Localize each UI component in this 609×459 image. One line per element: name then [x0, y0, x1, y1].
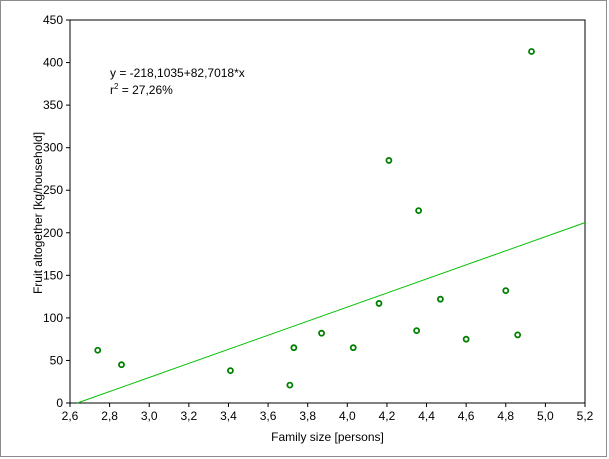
y-tick-label: 400: [43, 56, 63, 70]
x-tick-label: 3,4: [220, 409, 237, 423]
data-point: [415, 207, 423, 215]
y-axis-title: Fruit altogether [kg/household]: [31, 132, 45, 294]
data-point: [290, 344, 298, 352]
plot-area: [69, 19, 586, 404]
x-tick-label: 3,8: [299, 409, 316, 423]
y-tick-label: 250: [43, 183, 63, 197]
x-tick-label: 4,0: [339, 409, 356, 423]
x-axis: 2,6 2,8 3,0 3,2 3,4 3,6 3,8 4,0 4,2 4,4 4,6 4,8 5,0 5…: [62, 403, 594, 423]
x-axis-title: Family size [persons]: [271, 430, 384, 444]
data-point: [462, 335, 470, 343]
y-tick-label: 350: [43, 98, 63, 112]
x-tick-label: 2,8: [101, 409, 118, 423]
x-tick-label: 3,0: [141, 409, 158, 423]
x-tick-label: 4,8: [497, 409, 514, 423]
data-point: [227, 367, 234, 375]
data-point: [118, 361, 125, 369]
data-point: [502, 287, 510, 295]
data-point: [413, 327, 421, 335]
regression-line: [77, 222, 586, 404]
x-tick-label: 4,2: [379, 409, 396, 423]
x-tick-label: 4,6: [458, 409, 475, 423]
x-tick-label: 3,2: [181, 409, 198, 423]
y-tick-label: 50: [50, 353, 64, 367]
y-tick-label: 300: [43, 141, 63, 155]
data-points: [94, 48, 535, 389]
y-tick-label: 0: [56, 396, 63, 410]
y-tick-label: 150: [43, 268, 63, 282]
data-point: [375, 300, 383, 307]
data-point: [385, 157, 393, 164]
y-tick-label: 100: [43, 311, 63, 325]
y-axis: 0 50 100 150 200 250 300 350 400 450: [43, 13, 70, 410]
data-point: [437, 295, 444, 303]
y-tick-label: 450: [43, 13, 63, 27]
x-tick-label: 3,6: [260, 409, 277, 423]
regression-equation: y = -218,1035+82,7018*x: [110, 66, 245, 80]
x-tick-label: 2,6: [62, 409, 79, 423]
data-point: [514, 331, 522, 339]
y-tick-label: 200: [43, 226, 63, 240]
x-tick-label: 5,2: [577, 409, 594, 423]
x-tick-label: 4,4: [418, 409, 435, 423]
r-squared-label: r2 = 27,26%: [110, 82, 173, 97]
data-point: [286, 381, 294, 389]
data-point: [94, 346, 102, 354]
data-point: [318, 329, 325, 337]
x-tick-label: 5,0: [537, 409, 554, 423]
data-point: [528, 48, 535, 55]
data-point: [349, 344, 357, 352]
